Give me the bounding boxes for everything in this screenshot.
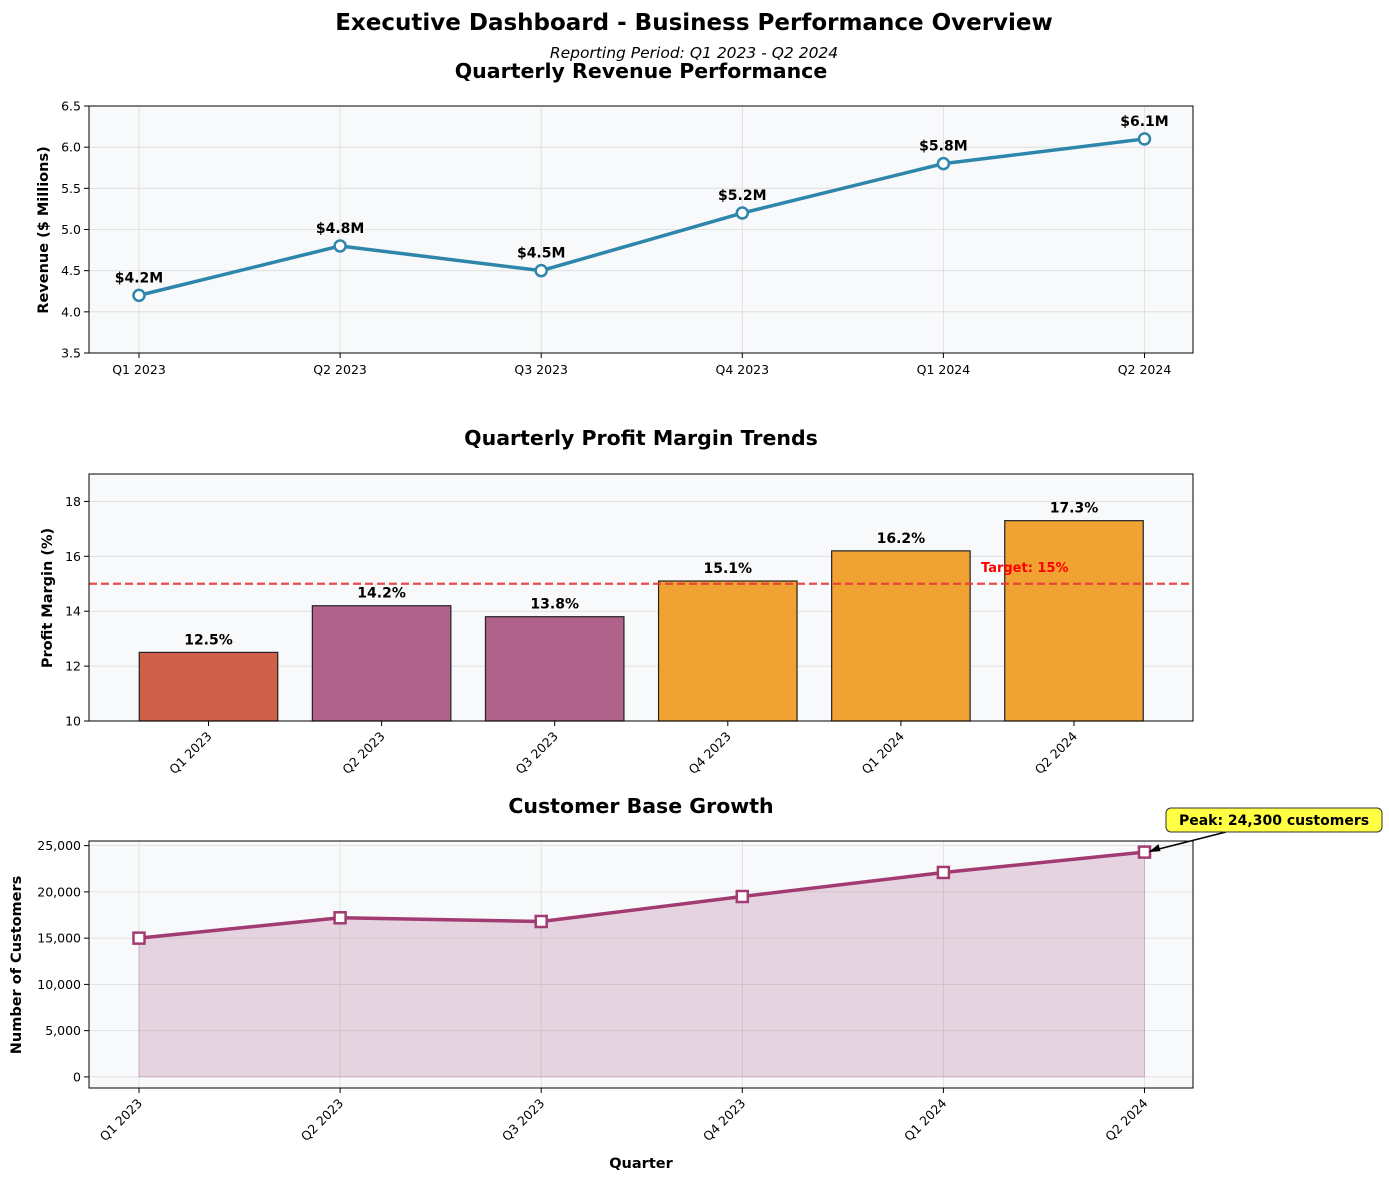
profit-margin-chart: Quarterly Profit Margin Trends Profit Ma… — [40, 426, 1194, 777]
revenue-y-tick-label: 6.0 — [61, 140, 81, 155]
customer-data-point — [333, 911, 347, 925]
profit-data-label: 17.3% — [1050, 501, 1099, 517]
customer-y-tick-label: 15,000 — [37, 931, 81, 946]
customer-x-tick-label: Q4 2023 — [700, 1096, 748, 1144]
revenue-y-tick-label: 5.0 — [61, 222, 81, 237]
customer-x-axis-label: Quarter — [609, 1156, 673, 1172]
profit-target-label: Target: 15% — [981, 561, 1069, 576]
profit-bar — [138, 651, 279, 722]
customer-plot-border — [88, 840, 1194, 1089]
profit-y-axis-label: Profit Margin (%) — [40, 528, 56, 668]
profit-chart-title: Quarterly Profit Margin Trends — [464, 426, 818, 450]
revenue-x-tick-label: Q2 2024 — [1118, 362, 1172, 377]
revenue-plot-border — [88, 105, 1194, 354]
profit-x-tick-label: Q3 2023 — [512, 729, 560, 777]
customer-x-tick-label: Q2 2023 — [298, 1096, 346, 1144]
customer-y-tick-label: 10,000 — [37, 977, 81, 992]
profit-x-tick-label: Q1 2024 — [859, 728, 908, 777]
profit-x-tick-label: Q2 2024 — [1032, 728, 1081, 777]
revenue-x-tick-label: Q4 2023 — [716, 362, 770, 377]
revenue-data-point — [534, 263, 548, 278]
customer-series-line — [138, 850, 1145, 940]
revenue-chart: Quarterly Revenue Performance Revenue ($… — [36, 59, 1194, 377]
revenue-data-point — [132, 288, 146, 303]
revenue-data-label: $6.1M — [1120, 114, 1168, 130]
profit-x-tick-label: Q2 2023 — [339, 729, 387, 777]
customer-y-tick-label: 5,000 — [45, 1023, 81, 1038]
profit-bar — [311, 605, 452, 722]
profit-y-tick-label: 12 — [65, 659, 81, 674]
revenue-chart-title: Quarterly Revenue Performance — [455, 59, 827, 83]
profit-data-label: 13.8% — [530, 597, 579, 613]
customer-x-tick-label: Q1 2024 — [901, 1095, 950, 1144]
profit-y-tick-label: 14 — [65, 604, 81, 619]
revenue-data-point — [1137, 132, 1152, 146]
profit-bar — [484, 616, 625, 722]
revenue-x-tick-label: Q1 2023 — [112, 362, 166, 377]
peak-annotation-arrow — [1150, 831, 1227, 852]
profit-plot-border — [88, 473, 1194, 722]
customer-data-point — [735, 889, 750, 904]
revenue-data-label: $4.8M — [316, 221, 364, 237]
customer-data-point — [1137, 845, 1152, 859]
profit-y-tick-label: 16 — [65, 549, 81, 564]
customer-chart: Customer Base Growth Number of Customers… — [9, 794, 1383, 1172]
customer-x-tick-label: Q1 2023 — [97, 1096, 145, 1144]
customer-data-point — [132, 931, 146, 945]
revenue-data-label: $5.8M — [919, 139, 967, 155]
customer-x-tick-label: Q2 2024 — [1102, 1095, 1151, 1144]
profit-data-label: 14.2% — [357, 586, 406, 602]
revenue-data-label: $4.5M — [517, 246, 565, 262]
customer-y-axis-label: Number of Customers — [9, 876, 25, 1055]
profit-bar — [1004, 520, 1144, 722]
revenue-y-axis-label: Revenue ($ Millions) — [36, 146, 52, 313]
customer-plot-area — [89, 841, 1193, 1088]
profit-x-tick-label: Q4 2023 — [685, 729, 733, 777]
revenue-y-tick-label: 5.5 — [61, 181, 81, 196]
dashboard-subtitle: Reporting Period: Q1 2023 - Q2 2024 — [550, 44, 838, 62]
revenue-data-label: $4.2M — [115, 270, 163, 286]
customer-y-tick-label: 25,000 — [37, 838, 81, 853]
revenue-y-tick-label: 6.5 — [61, 99, 81, 114]
profit-bar — [657, 580, 798, 722]
customer-x-tick-label: Q3 2023 — [499, 1096, 547, 1144]
revenue-x-tick-label: Q1 2024 — [917, 362, 971, 377]
profit-bar — [831, 550, 971, 722]
revenue-data-point — [333, 239, 347, 253]
revenue-data-label: $5.2M — [718, 188, 766, 204]
customer-y-tick-label: 20,000 — [37, 884, 81, 899]
peak-annotation-box — [1165, 807, 1383, 833]
customer-data-point — [936, 865, 951, 880]
customer-data-point — [534, 914, 548, 929]
revenue-data-point — [735, 206, 750, 220]
revenue-y-tick-label: 4.0 — [61, 304, 81, 319]
profit-data-label: 12.5% — [184, 632, 233, 648]
peak-annotation-arrowhead — [1148, 844, 1161, 853]
customer-chart-title: Customer Base Growth — [508, 794, 773, 818]
revenue-y-tick-label: 3.5 — [61, 346, 81, 361]
profit-data-label: 16.2% — [877, 531, 926, 547]
profit-y-tick-label: 10 — [65, 714, 81, 729]
revenue-x-tick-label: Q2 2023 — [313, 362, 367, 377]
customer-y-tick-label: 0 — [73, 1069, 81, 1084]
dashboard-title: Executive Dashboard - Business Performan… — [335, 10, 1053, 36]
profit-y-tick-label: 18 — [65, 494, 81, 509]
peak-annotation-text: Peak: 24,300 customers — [1179, 813, 1369, 829]
revenue-data-point — [936, 156, 951, 171]
profit-data-label: 15.1% — [704, 561, 753, 577]
revenue-series-line — [138, 137, 1145, 298]
revenue-y-tick-label: 4.5 — [61, 263, 81, 278]
revenue-x-tick-label: Q3 2023 — [514, 362, 568, 377]
profit-x-tick-label: Q1 2023 — [166, 729, 214, 777]
